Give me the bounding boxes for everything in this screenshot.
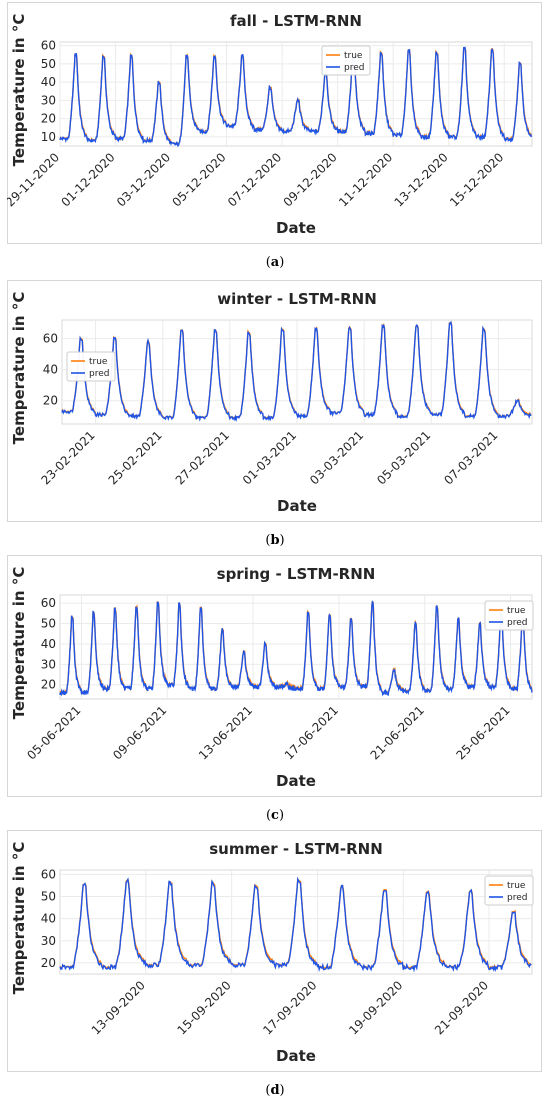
panel-caption: (c) — [265, 808, 285, 823]
y-tick-label: 30 — [41, 657, 56, 671]
y-tick-label: 40 — [41, 912, 56, 926]
legend-label-pred: pred — [344, 63, 364, 73]
plot-area — [59, 594, 533, 700]
panel-caption: (b) — [265, 533, 285, 548]
y-tick-label: 30 — [41, 934, 56, 948]
panel-caption-letter: b — [270, 533, 280, 548]
chart-title: winter - LSTM-RNN — [217, 290, 377, 308]
y-tick-label: 40 — [41, 75, 56, 89]
y-tick-label: 10 — [41, 130, 56, 144]
legend-label-pred: pred — [507, 893, 527, 903]
chart-panel-c: 20 30 40 50 60 05-06-2021 09-06-2021 13-06-2021… — [7, 555, 542, 797]
y-tick-label: 60 — [41, 39, 56, 53]
panel-caption-letter: a — [270, 255, 280, 270]
y-tick-label: 20 — [41, 956, 56, 970]
y-tick-label: 50 — [41, 57, 56, 71]
legend: true pred — [321, 45, 371, 76]
y-tick-label: 40 — [41, 637, 56, 651]
panel-caption-letter: c — [271, 808, 279, 823]
x-axis-label: Date — [276, 219, 316, 237]
legend-label-true: true — [507, 606, 526, 616]
series-line-pred — [61, 320, 532, 422]
y-tick-label: 20 — [41, 678, 56, 692]
y-tick-label: 50 — [41, 617, 56, 631]
legend: true pred — [66, 351, 116, 382]
series-line-pred — [59, 600, 533, 697]
x-axis-label: Date — [276, 772, 316, 790]
panel-caption-letter: d — [270, 1083, 280, 1098]
x-axis-label: Date — [276, 1047, 316, 1065]
y-axis-label: Temperature in °C — [10, 14, 28, 167]
y-tick-label: 60 — [41, 867, 56, 881]
series-line-pred — [59, 46, 533, 148]
y-tick-label: 60 — [43, 332, 58, 346]
panel-caption: (d) — [265, 1083, 285, 1098]
y-axis-label: Temperature in °C — [10, 567, 28, 720]
chart-panel-a: 10 20 30 40 50 60 29-11-2020 01-12-2020 03-12-20… — [7, 2, 542, 244]
y-tick-label: 60 — [41, 596, 56, 610]
y-tick-label: 20 — [41, 112, 56, 126]
legend-label-true: true — [89, 357, 108, 367]
chart-svg: 10203040506029-11-202001-12-202003-12-20… — [7, 2, 542, 244]
legend-label-pred: pred — [507, 618, 527, 628]
x-axis-label: Date — [277, 497, 317, 515]
legend-label-true: true — [507, 881, 526, 891]
chart-title: fall - LSTM-RNN — [230, 12, 362, 30]
legend: true pred — [484, 600, 534, 631]
panel-caption: (a) — [265, 255, 285, 270]
legend-label-true: true — [344, 51, 363, 61]
y-tick-label: 50 — [41, 890, 56, 904]
y-axis-label: Temperature in °C — [10, 842, 28, 995]
series-line-pred — [59, 876, 532, 973]
y-axis-label: Temperature in °C — [10, 292, 28, 445]
y-tick-label: 20 — [43, 394, 58, 408]
chart-panel-d: 20 30 40 50 60 13-09-2020 15-09-2020 17-09-2020… — [7, 830, 542, 1072]
chart-title: spring - LSTM-RNN — [217, 565, 376, 583]
chart-panel-b: 20 40 60 23-02-2021 25-02-2021 27-02-2021 01-0… — [7, 280, 542, 522]
legend-label-pred: pred — [89, 369, 109, 379]
y-tick-label: 30 — [41, 93, 56, 107]
legend: true pred — [484, 875, 534, 906]
y-tick-label: 40 — [43, 363, 58, 377]
chart-title: summer - LSTM-RNN — [209, 840, 383, 858]
